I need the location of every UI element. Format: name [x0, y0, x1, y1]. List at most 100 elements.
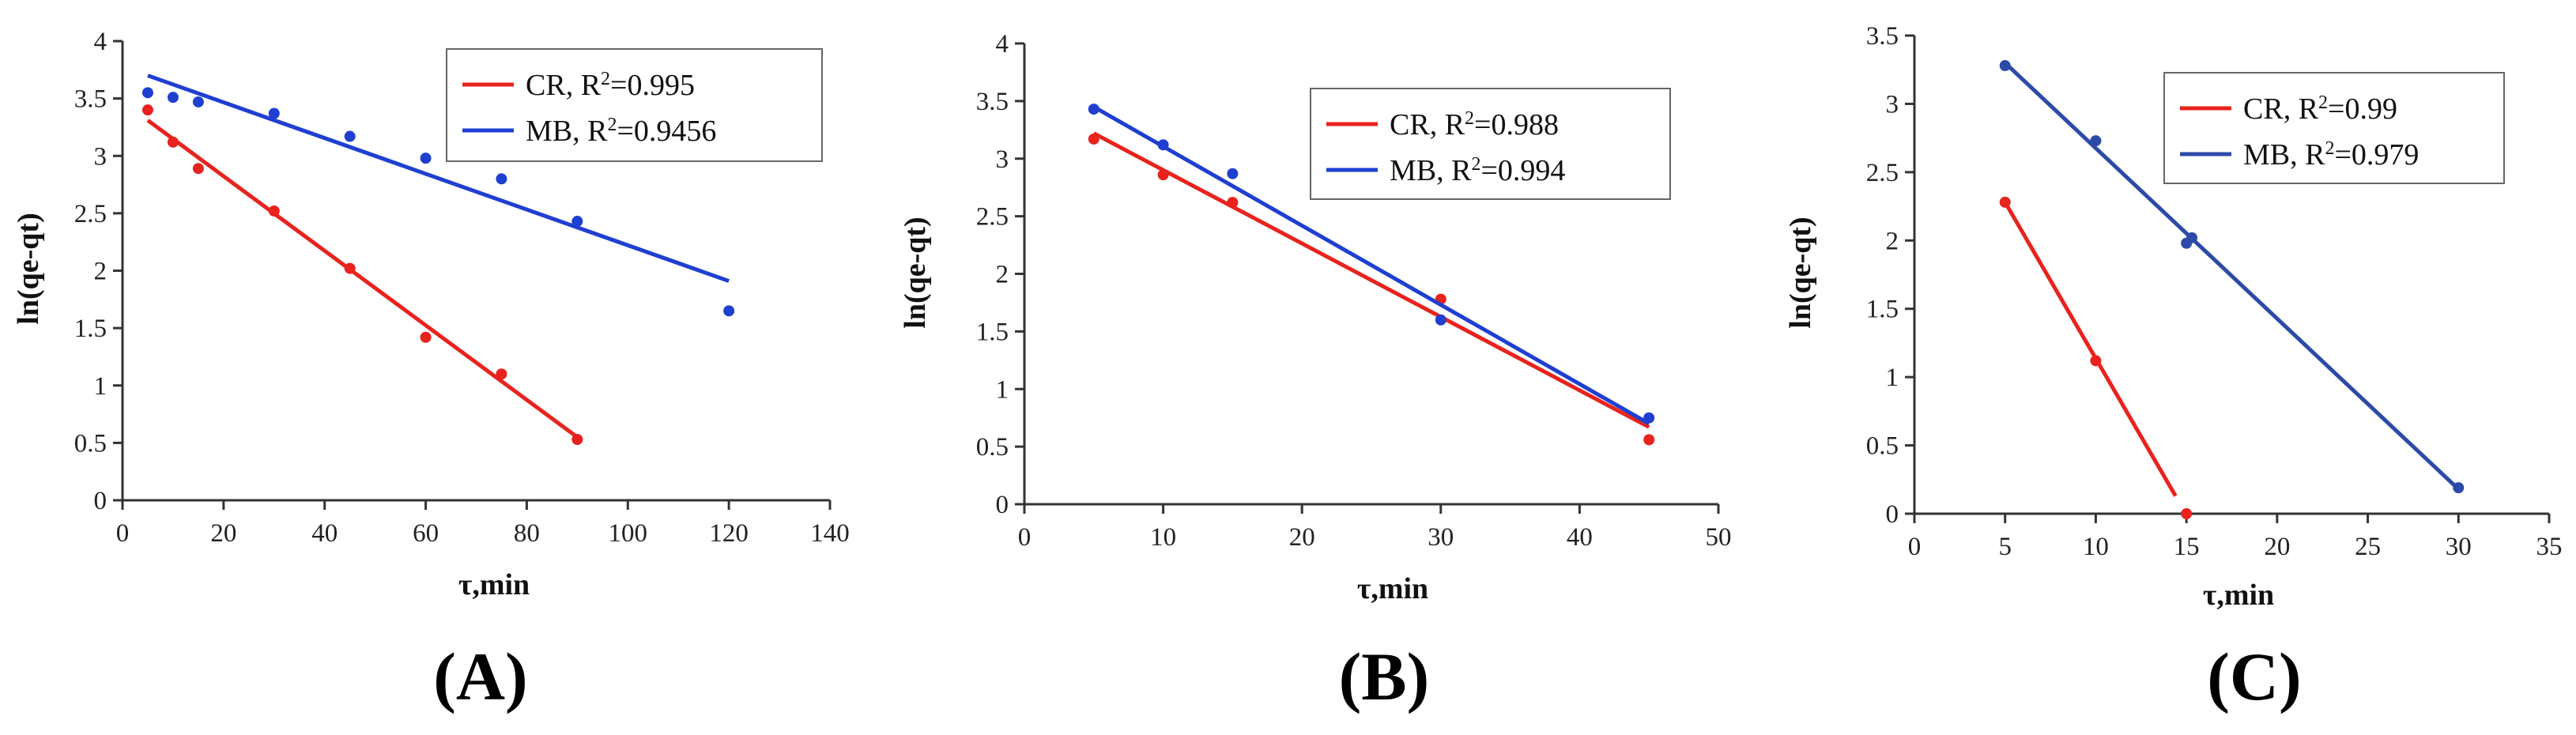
x-tick-label: 50 — [1706, 523, 1732, 552]
x-tick-label: 0 — [116, 519, 130, 548]
data-point-mb — [1435, 314, 1446, 326]
x-tick-label: 10 — [1150, 523, 1176, 552]
x-tick-label: 35 — [2536, 533, 2563, 561]
legend-box — [1310, 88, 1671, 200]
y-axis-title: ln(qe-qt) — [1784, 217, 1817, 328]
y-tick-label: 0 — [996, 491, 1009, 519]
x-tick-label: 30 — [2446, 533, 2472, 561]
y-tick-label: 2 — [996, 261, 1009, 289]
data-point-cr — [496, 368, 507, 380]
data-point-cr — [1157, 169, 1169, 181]
x-axis-title: τ,min — [458, 568, 530, 601]
legend-label-cr: CR, R2=0.988 — [1390, 108, 1559, 141]
data-point-mb — [141, 87, 153, 99]
data-point-cr — [344, 262, 356, 274]
y-tick-label: 0 — [1886, 500, 1899, 529]
y-tick-label: 1.5 — [74, 315, 107, 343]
x-tick-label: 20 — [1289, 523, 1315, 552]
x-tick-label: 5 — [1998, 533, 2012, 561]
x-tick-label: 40 — [311, 519, 338, 548]
x-tick-label: 10 — [2083, 533, 2109, 561]
fit-line-cr — [146, 119, 579, 439]
legend-box — [2163, 72, 2505, 184]
chart-panel-3: 0 0.5 1 1.5 2 2.5 3 3.5 0 5 10 15 20 25 30 35 τ,min ln(qe… — [1784, 22, 2563, 714]
y-tick-label: 3 — [1886, 90, 1899, 119]
y-tick-label: 3 — [94, 142, 107, 171]
y-tick-label: 2 — [94, 258, 107, 286]
data-point-mb — [1088, 104, 1099, 115]
data-point-mb — [344, 130, 356, 142]
chart-panel-1: 00.511.522.533.540 20 40 60 80 100 120 140τ,min… — [12, 28, 850, 714]
x-tick-label: 15 — [2174, 533, 2200, 561]
legend-label-mb: MB, R2=0.9456 — [526, 115, 716, 148]
fit-line-mb — [1092, 104, 1650, 426]
y-tick-label: 3.5 — [976, 88, 1009, 116]
x-tick-label: 0 — [1018, 523, 1032, 552]
y-tick-label: 1 — [1886, 364, 1899, 392]
y-tick-label: 0 — [94, 487, 107, 515]
y-tick-label: 3.5 — [74, 85, 107, 114]
data-point-cr — [571, 434, 583, 446]
x-tick-label: 40 — [1567, 523, 1593, 552]
legend-box — [446, 48, 823, 162]
y-tick-label: 2.5 — [976, 203, 1009, 232]
x-tick-label: 60 — [413, 519, 439, 548]
x-tick-label: 80 — [514, 519, 540, 548]
data-point-mb — [420, 153, 432, 164]
data-point-mb — [1157, 139, 1169, 151]
data-point-mb — [192, 96, 204, 107]
y-axis-title: ln(qe-qt) — [899, 217, 932, 328]
data-point-cr — [2090, 355, 2102, 367]
fit-line-cr — [2003, 201, 2178, 497]
data-point-mb — [1643, 412, 1655, 424]
y-tick-label: 1.5 — [1866, 296, 1899, 324]
y-tick-label: 2.5 — [1866, 159, 1899, 187]
data-point-cr — [268, 205, 280, 217]
data-point-mb — [268, 107, 280, 119]
fit-line-cr — [1092, 131, 1650, 429]
legend: CR, R2=0.988 MB, R2=0.994 — [1310, 88, 1671, 200]
data-point-mb — [2453, 482, 2465, 494]
fit-line-mb — [2004, 61, 2460, 491]
y-tick-label: 2.5 — [74, 200, 107, 228]
data-point-cr — [420, 331, 432, 343]
data-point-mb — [571, 216, 583, 228]
y-tick-label: 0.5 — [74, 429, 107, 458]
data-point-cr — [167, 136, 179, 148]
legend: CR, R2=0.995 MB, R2=0.9456 — [446, 48, 823, 162]
x-tick-label: 0 — [1908, 533, 1922, 561]
y-tick-label: 3.5 — [1866, 22, 1899, 51]
data-point-cr — [2181, 508, 2193, 519]
data-point-mb — [723, 305, 735, 317]
x-tick-label: 100 — [609, 519, 648, 548]
chart-panel-2: 00.511.522.533.540 10 20 30 40 50τ,minln(qe-q… — [899, 30, 1732, 714]
y-tick-label: 1.5 — [976, 318, 1009, 346]
y-tick-label: 3 — [996, 145, 1009, 174]
x-axis-title: τ,min — [1357, 572, 1428, 605]
y-tick-label: 2 — [1886, 227, 1899, 255]
x-axis-title: τ,min — [2203, 579, 2274, 612]
y-tick-label: 0.5 — [1866, 432, 1899, 461]
data-point-cr — [1227, 197, 1239, 209]
legend-label-mb: MB, R2=0.994 — [1390, 154, 1565, 187]
data-point-mb — [496, 173, 507, 185]
x-tick-label: 20 — [210, 519, 236, 548]
data-point-mb — [2186, 232, 2198, 243]
y-tick-label: 1 — [94, 372, 107, 401]
data-point-cr — [192, 163, 204, 175]
x-tick-label: 20 — [2264, 533, 2290, 561]
data-point-cr — [141, 104, 153, 116]
x-tick-label: 140 — [810, 519, 850, 548]
y-tick-label: 0.5 — [976, 433, 1009, 462]
y-axis-title: ln(qe-qt) — [12, 213, 45, 324]
panel-label: (C) — [2207, 639, 2301, 714]
x-tick-label: 120 — [709, 519, 749, 548]
data-point-cr — [1643, 434, 1655, 446]
data-point-mb — [167, 92, 179, 104]
panel-label: (A) — [433, 639, 527, 714]
data-point-mb — [1227, 168, 1239, 179]
data-point-cr — [1999, 196, 2011, 208]
y-tick-label: 4 — [996, 30, 1009, 58]
legend-label-cr: CR, R2=0.995 — [526, 69, 695, 102]
